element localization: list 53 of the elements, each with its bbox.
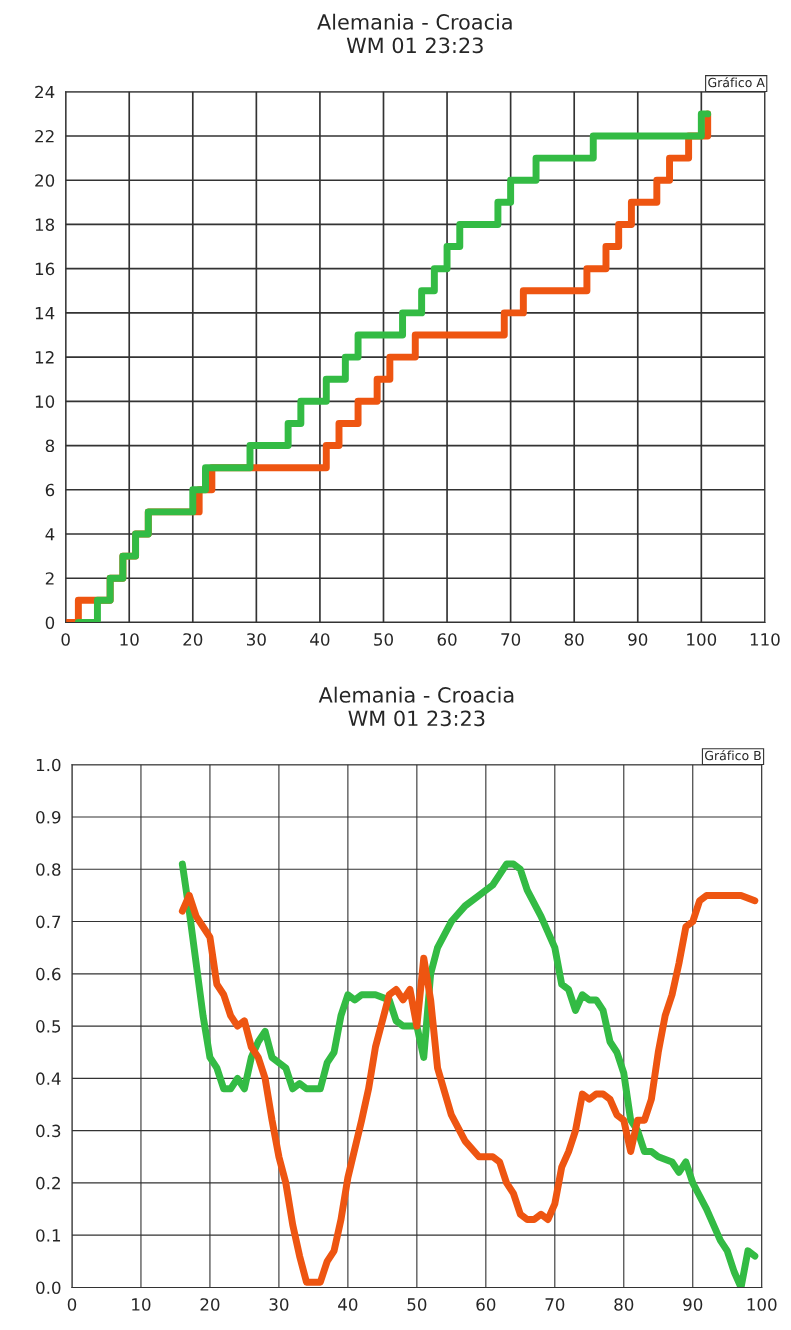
x-tick-label: 90: [683, 1298, 703, 1311]
text: Gráfico A: [708, 77, 765, 88]
y-tick-label: 2: [45, 572, 54, 585]
y-tick-label: 16: [35, 262, 55, 276]
y-tick-label: 0.9: [36, 810, 61, 824]
x-tick-label: 60: [476, 1298, 496, 1311]
x-tick-label: 10: [120, 633, 139, 646]
x-tick-label: 20: [200, 1298, 220, 1311]
x-tick-label: 0: [67, 1298, 77, 1311]
y-tick-label: 0.0: [36, 1281, 61, 1295]
y-tick-label: 10: [35, 395, 55, 408]
x-tick-label: 60: [437, 633, 457, 646]
y-tick-label: 0.8: [36, 863, 61, 876]
y-tick-label: 0: [45, 616, 55, 630]
x-tick-label: 10: [132, 1298, 151, 1311]
chart-subtitle: WM 01 23:23: [346, 37, 483, 54]
y-tick-label: 0.5: [36, 1020, 61, 1033]
y-tick-label: 0.2: [36, 1176, 60, 1190]
y-tick-label: 1.0: [36, 758, 61, 772]
y-tick-label: 14: [35, 307, 55, 320]
x-tick-label: 50: [374, 633, 393, 646]
x-tick-label: 70: [545, 1298, 565, 1311]
x-tick-label: 100: [747, 1298, 777, 1311]
y-tick-label: 20: [35, 174, 55, 187]
x-tick-label: 40: [310, 633, 330, 646]
y-tick-label: 12: [35, 351, 54, 364]
y-tick-label: 24: [35, 85, 55, 99]
y-tick-label: 0.4: [36, 1072, 61, 1085]
x-tick-label: 70: [501, 633, 521, 646]
y-tick-label: 0.3: [36, 1124, 61, 1138]
x-tick-label: 110: [750, 633, 780, 646]
y-tick-label: 0.6: [36, 967, 61, 981]
y-tick-label: 0.1: [36, 1229, 61, 1242]
x-tick-label: 40: [338, 1298, 358, 1311]
x-tick-label: 80: [564, 633, 584, 646]
x-tick-label: 30: [247, 633, 266, 646]
x-tick-label: 90: [628, 633, 648, 646]
x-tick-label: 30: [269, 1298, 289, 1311]
y-tick-label: 18: [35, 218, 55, 232]
y-tick-label: 8: [45, 439, 55, 453]
y-tick-label: 6: [45, 483, 55, 497]
x-tick-label: 50: [407, 1298, 427, 1311]
text: Gráfico B: [705, 750, 761, 761]
x-tick-label: 0: [61, 633, 70, 646]
y-tick-label: 4: [45, 528, 55, 541]
x-tick-label: 80: [614, 1298, 634, 1311]
chart-title: Alemania - Croacia: [317, 13, 512, 30]
chart-title: Alemania - Croacia: [318, 686, 514, 703]
x-tick-label: 20: [183, 633, 203, 646]
y-tick-label: 22: [35, 129, 54, 143]
y-tick-label: 0.7: [36, 915, 61, 929]
x-tick-label: 100: [687, 633, 717, 646]
chart-subtitle: WM 01 23:23: [348, 710, 485, 727]
